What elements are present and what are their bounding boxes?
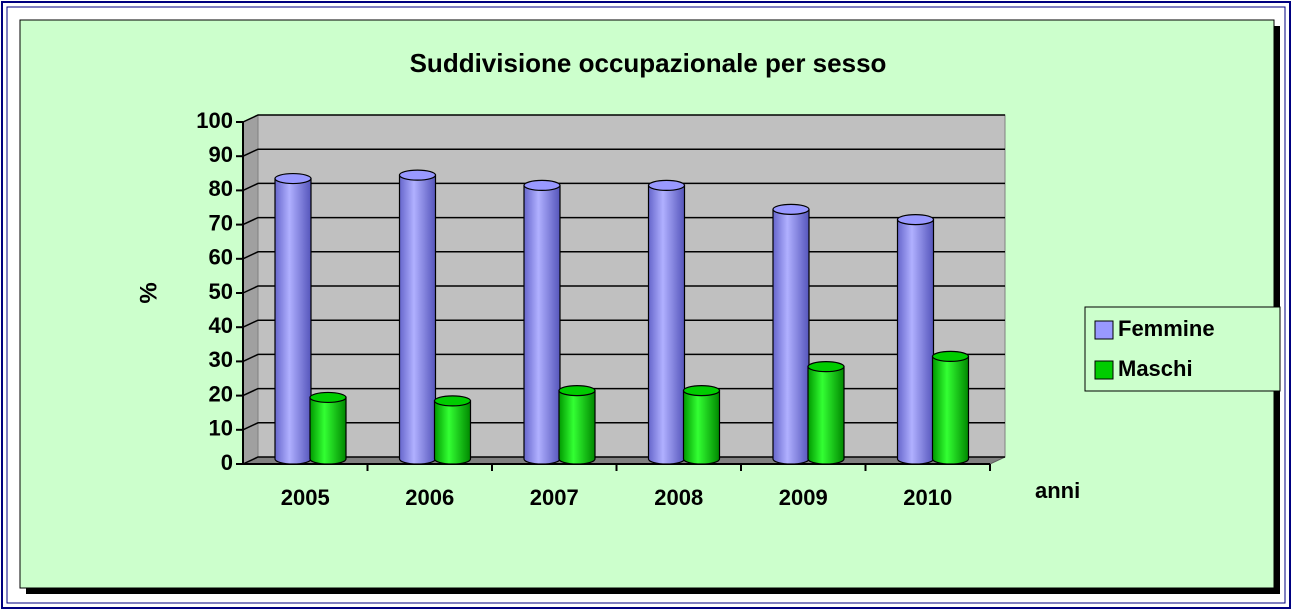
x-tick-label: 2009 xyxy=(779,485,828,510)
grid-line xyxy=(242,114,1005,123)
bar xyxy=(558,390,596,465)
grid-line xyxy=(242,319,1005,328)
bar xyxy=(807,366,845,465)
y-axis-label: % xyxy=(135,282,162,303)
bar xyxy=(896,219,935,465)
y-tick-label: 50 xyxy=(209,279,233,304)
y-tick-label: 40 xyxy=(209,313,233,338)
bar xyxy=(433,400,472,465)
x-tick-label: 2008 xyxy=(654,485,703,510)
bar xyxy=(274,177,312,465)
legend-box xyxy=(1084,306,1281,392)
y-tick-label: 10 xyxy=(209,416,233,441)
bar-top xyxy=(647,179,686,191)
bar-top xyxy=(772,203,810,215)
grid-line xyxy=(242,387,1005,397)
floor xyxy=(242,456,1006,465)
grid-line xyxy=(242,422,1005,431)
bar-top xyxy=(523,179,561,191)
bar-top xyxy=(398,169,437,181)
grid-line xyxy=(242,216,1005,226)
grid-line xyxy=(242,353,1005,363)
bar-top xyxy=(931,350,970,362)
bar-top xyxy=(558,385,596,397)
y-tick-label: 30 xyxy=(209,347,233,372)
x-axis-label: anni xyxy=(1035,478,1080,503)
bar-top xyxy=(309,391,347,404)
y-tick-label: 70 xyxy=(209,210,233,235)
x-tick-label: 2007 xyxy=(530,485,579,510)
grid-line xyxy=(242,456,1005,465)
x-tick-label: 2005 xyxy=(281,485,330,510)
y-tick-label: 60 xyxy=(209,245,233,270)
y-tick-label: 0 xyxy=(221,450,233,475)
bar xyxy=(931,355,970,465)
y-tick-label: 80 xyxy=(209,176,233,201)
y-tick-label: 90 xyxy=(209,142,233,167)
y-tick-label: 100 xyxy=(196,108,233,133)
y-tick-label: 20 xyxy=(209,381,233,406)
x-tick-label: 2010 xyxy=(903,485,952,510)
grid-line xyxy=(242,148,1005,157)
bar-top xyxy=(896,214,935,226)
inner-border xyxy=(6,6,1286,604)
bar xyxy=(772,208,810,465)
legend-label: Femmine xyxy=(1118,316,1215,341)
grid-line xyxy=(242,251,1005,260)
bar-top xyxy=(807,361,845,373)
grid-line xyxy=(242,182,1005,192)
chart-title: Suddivisione occupazionale per sesso xyxy=(410,48,887,78)
bar xyxy=(647,184,686,465)
legend-swatch xyxy=(1094,360,1114,380)
bar-top xyxy=(682,385,721,397)
bar-top xyxy=(274,172,312,185)
bar-top xyxy=(433,395,472,407)
grid-line xyxy=(242,285,1005,294)
legend-swatch xyxy=(1094,320,1114,340)
bar xyxy=(523,184,561,465)
bar xyxy=(682,390,721,465)
x-tick-label: 2006 xyxy=(405,485,454,510)
bar xyxy=(398,174,437,465)
bar xyxy=(309,396,347,465)
legend-label: Maschi xyxy=(1118,356,1193,381)
